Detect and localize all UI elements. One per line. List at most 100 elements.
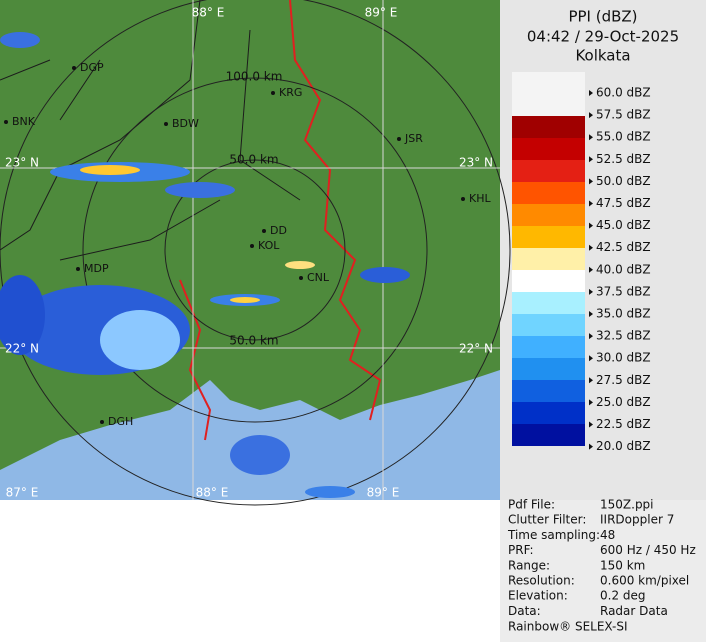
place-label: KHL [469,192,491,205]
time: 04:42 / 29-Oct-2025 [527,28,679,46]
grid-label: 22° N [5,342,39,356]
legend-swatch [512,248,585,270]
legend-label: 37.5 dBZ [596,284,651,298]
place-label: JSR [404,132,423,145]
info-label: Clutter Filter: [508,513,586,527]
place-dot [461,197,465,201]
grid-label: 87° E [6,486,39,500]
info-value: 0.2 deg [600,589,646,603]
legend-label: 57.5 dBZ [596,108,651,122]
legend-label: 22.5 dBZ [596,417,651,431]
legend-tick [589,333,593,340]
grid-label: 22° N [459,342,493,356]
ring-label: 50.0 km [229,334,278,348]
legend-label: 27.5 dBZ [596,373,651,387]
grid-label: 89° E [365,6,398,20]
range-rings [0,0,511,506]
legend-tick [589,266,593,273]
info-label: Pdf File: [508,498,555,512]
place-dot [4,120,8,124]
place-dot [76,267,80,271]
info-value: 150 km [600,558,645,572]
legend-label: 60.0 dBZ [596,86,651,100]
footer: Rainbow® SELEX-SI [508,620,628,634]
legend-tick [589,200,593,207]
grid-label: 89° E [367,486,400,500]
info-label: PRF: [508,543,534,557]
legend-tick [589,311,593,317]
place-dot [72,66,76,70]
place-dot [397,137,401,141]
legend-swatch [512,160,585,182]
title: PPI (dBZ) [568,8,637,26]
legend-swatch [512,204,585,226]
legend-swatch [512,138,585,160]
ring-label: 100.0 km [226,70,283,84]
legend-tick [589,134,593,141]
legend-tick [589,355,593,362]
grid-label: 88° E [196,486,229,500]
info-value: 48 [600,528,615,542]
legend-label: 40.0 dBZ [596,262,651,276]
legend-tick [589,156,593,163]
place-dot [299,276,303,280]
place-label: MDP [84,262,109,275]
legend-tick [589,443,593,450]
map [0,0,511,506]
echoes [0,32,410,498]
info-value: IIRDoppler 7 [600,513,674,527]
info-label: Data: [508,604,541,618]
legend-tick [589,222,593,229]
legend-label: 50.0 dBZ [596,174,651,188]
place-label: DGP [80,61,104,74]
legend-tick [589,288,593,295]
info-label: Range: [508,558,550,572]
info-value: 150Z.ppi [600,498,654,512]
legend-tick [589,112,593,119]
legend-swatch [512,116,585,138]
legend-label: 42.5 dBZ [596,240,651,254]
info-value: 0.600 km/pixel [600,574,689,588]
ring-label: 50.0 km [229,153,278,167]
legend-label: 35.0 dBZ [596,307,651,321]
place-dot [250,244,254,248]
info-value: Radar Data [600,604,668,618]
place-dot [100,420,104,424]
sea [0,370,500,500]
legend-swatch [512,270,585,292]
legend-tick [589,399,593,406]
legend-swatch [512,402,585,424]
legend-swatch [512,314,585,336]
legend-label: 32.5 dBZ [596,329,651,343]
grid-label: 88° E [192,6,225,20]
legend-tick [589,421,593,428]
legend-tick [589,178,593,185]
legend-label: 47.5 dBZ [596,196,651,210]
location: Kolkata [575,47,630,65]
place-label: DGH [108,415,133,428]
place-label: KRG [279,86,302,99]
grid-label: 23° N [459,156,493,170]
legend-swatch [512,292,585,314]
place-dot [262,229,266,233]
place-label: KOL [258,239,280,252]
legend-swatch [512,336,585,358]
legend-tick [589,244,593,251]
legend-label: 30.0 dBZ [596,351,651,365]
legend-label: 55.0 dBZ [596,130,651,144]
info-label: Elevation: [508,589,568,603]
place-dot [271,91,275,95]
legend-label: 45.0 dBZ [596,218,651,232]
legend-swatch [512,358,585,380]
legend-empty [512,72,585,116]
info-value: 600 Hz / 450 Hz [600,543,696,557]
place-label: DD [270,224,287,237]
legend: 60.0 dBZ 57.5 dBZ 55.0 dBZ 52.5 dBZ 50.0 dBZ… [512,86,651,453]
legend-label: 25.0 dBZ [596,395,651,409]
grid-label: 23° N [5,156,39,170]
legend-label: 52.5 dBZ [596,152,651,166]
place-label: BNK [12,115,36,128]
legend-label: 20.0 dBZ [596,439,651,453]
